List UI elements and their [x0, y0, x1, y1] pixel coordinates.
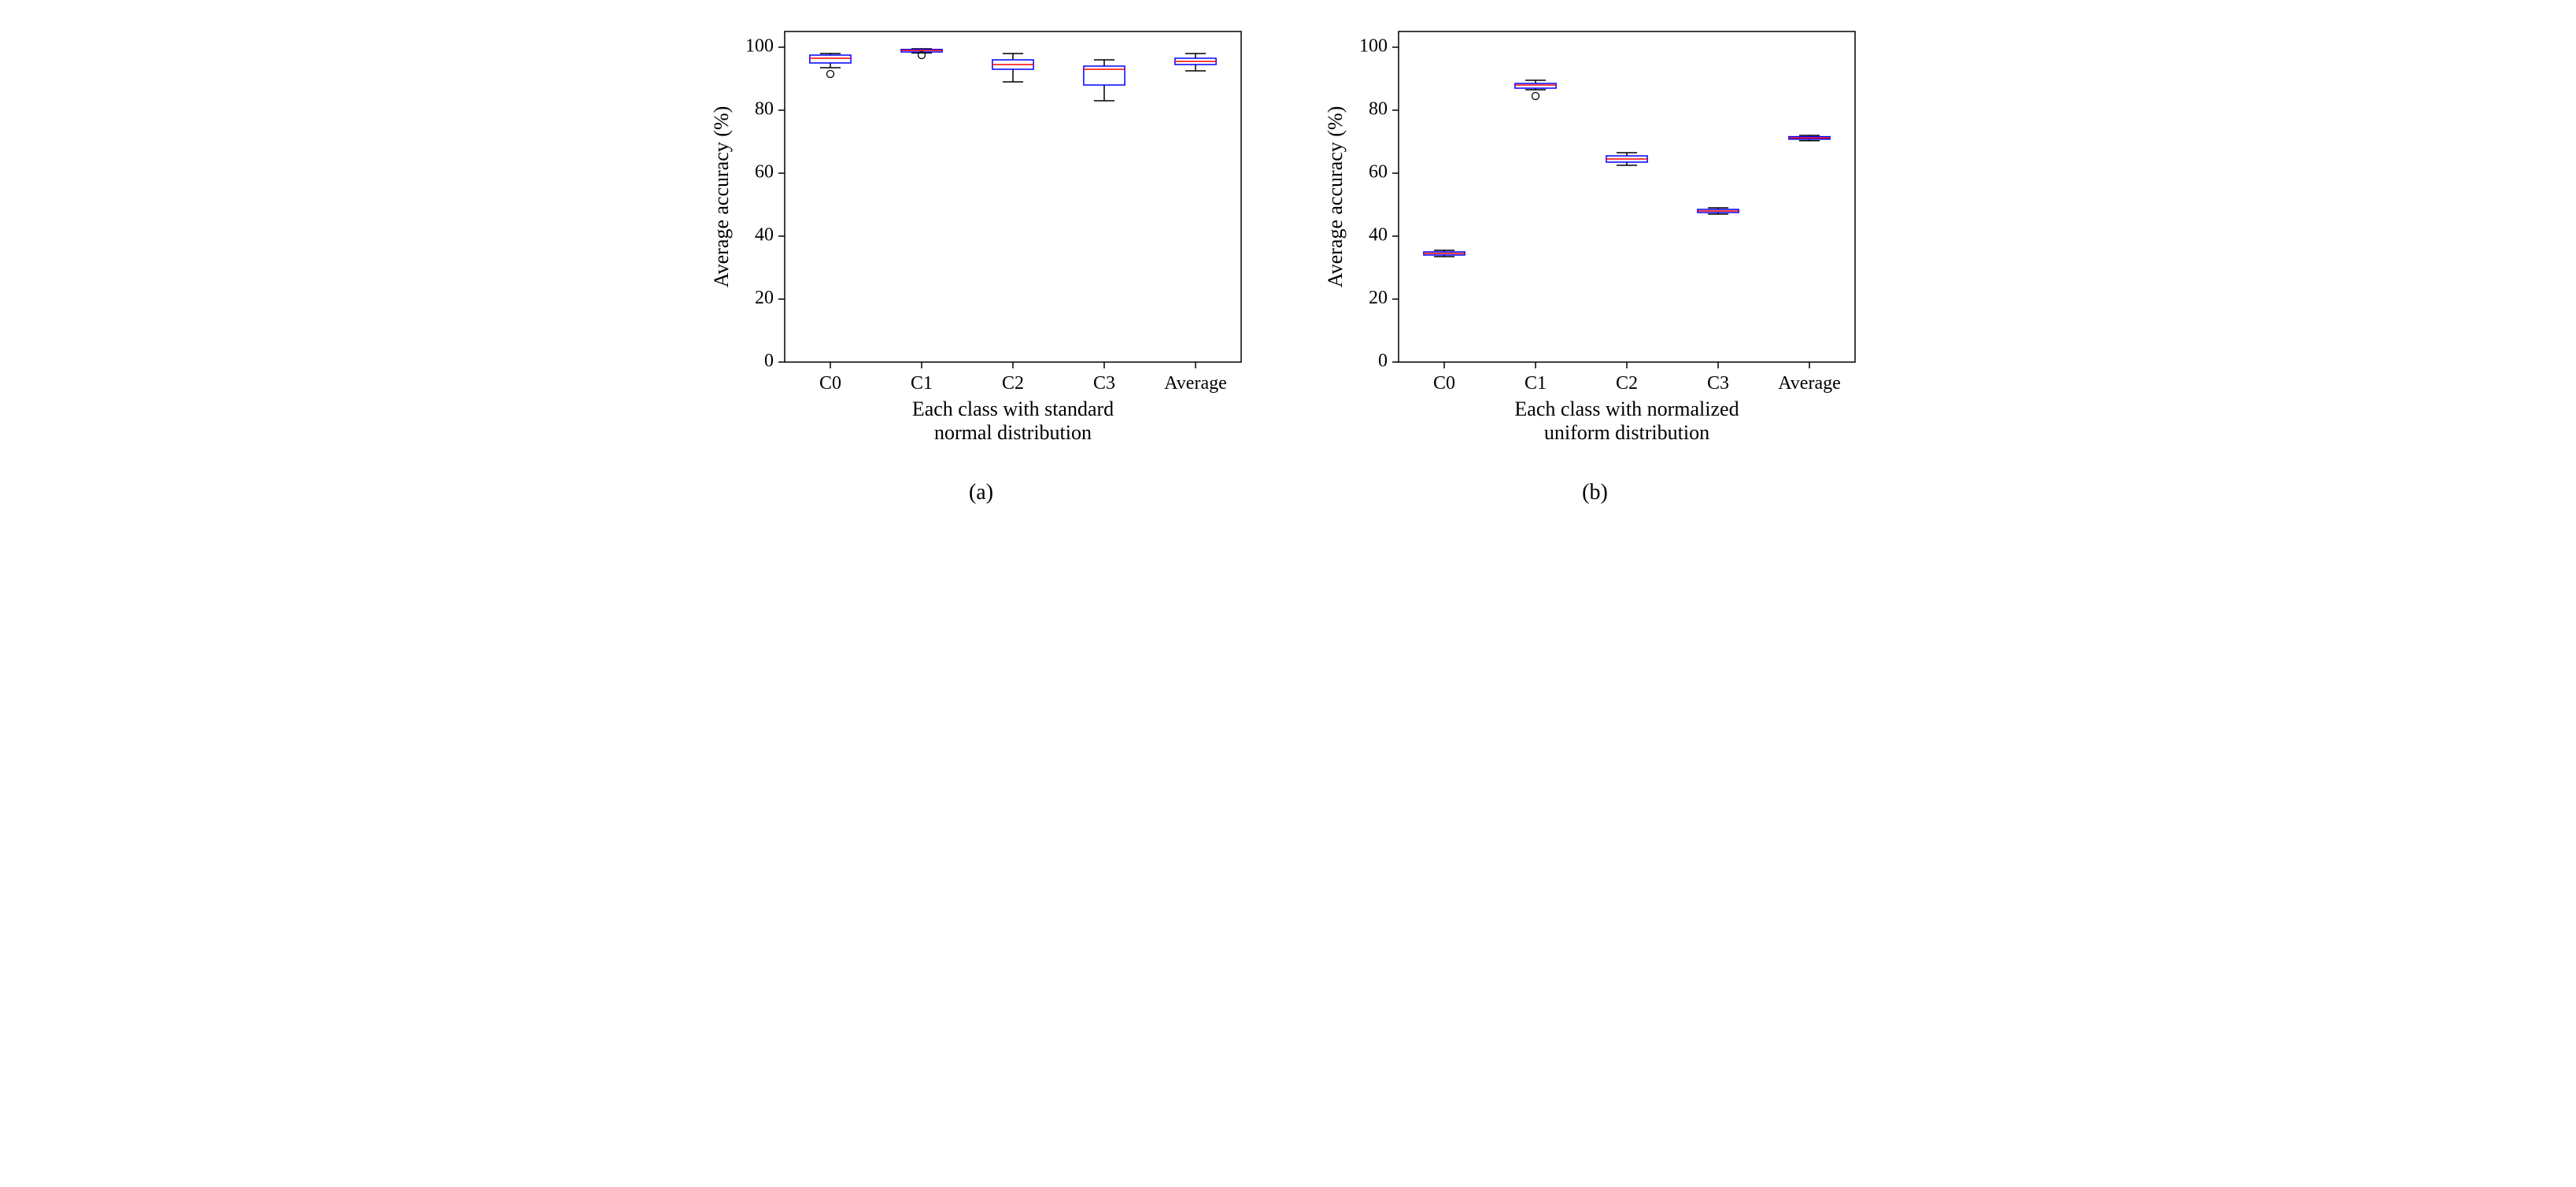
svg-text:Each class with standardnormal: Each class with standardnormal distribut… — [911, 398, 1113, 444]
svg-text:100: 100 — [1359, 36, 1388, 57]
svg-text:C3: C3 — [1092, 373, 1114, 394]
svg-text:80: 80 — [1369, 99, 1388, 120]
svg-text:40: 40 — [755, 225, 774, 246]
svg-text:100: 100 — [745, 36, 774, 57]
svg-text:Each class with normalizedunif: Each class with normalizeduniform distri… — [1514, 398, 1739, 444]
svg-text:C2: C2 — [1615, 373, 1637, 394]
svg-text:60: 60 — [755, 162, 774, 183]
panel-b: 0 20 40 60 80 100 Average accuracy (%) C0 C1 C2 C3… — [1320, 16, 1871, 505]
svg-text:Average accuracy (%): Average accuracy (%) — [1324, 106, 1347, 287]
panel-a-sublabel: (a) — [969, 480, 993, 505]
figure-container: 0 20 40 60 80 100 Average accuracy (%) C0 C1 C2 C3… — [659, 16, 1918, 505]
svg-text:0: 0 — [764, 351, 774, 372]
svg-text:0: 0 — [1378, 351, 1388, 372]
svg-text:Average accuracy (%): Average accuracy (%) — [710, 106, 733, 287]
chart-b-wrap: 0 20 40 60 80 100 Average accuracy (%) C0 C1 C2 C3… — [1320, 16, 1871, 457]
svg-text:C0: C0 — [819, 373, 841, 394]
chart-a-svg: 0 20 40 60 80 100 Average accuracy (%) C0 C1 C2 C3… — [706, 16, 1257, 457]
svg-text:60: 60 — [1369, 162, 1388, 183]
panel-b-sublabel: (b) — [1582, 480, 1608, 505]
svg-text:Average: Average — [1164, 373, 1227, 394]
svg-text:C3: C3 — [1706, 373, 1728, 394]
svg-text:C1: C1 — [1524, 373, 1546, 394]
chart-b-svg: 0 20 40 60 80 100 Average accuracy (%) C0 C1 C2 C3… — [1320, 16, 1871, 457]
svg-text:C1: C1 — [910, 373, 932, 394]
svg-text:C2: C2 — [1001, 373, 1023, 394]
svg-text:20: 20 — [755, 288, 774, 309]
panel-a: 0 20 40 60 80 100 Average accuracy (%) C0 C1 C2 C3… — [706, 16, 1257, 505]
svg-text:80: 80 — [755, 99, 774, 120]
chart-a-wrap: 0 20 40 60 80 100 Average accuracy (%) C0 C1 C2 C3… — [706, 16, 1257, 457]
svg-text:C0: C0 — [1432, 373, 1454, 394]
svg-text:Average: Average — [1778, 373, 1841, 394]
svg-text:20: 20 — [1369, 288, 1388, 309]
svg-text:40: 40 — [1369, 225, 1388, 246]
